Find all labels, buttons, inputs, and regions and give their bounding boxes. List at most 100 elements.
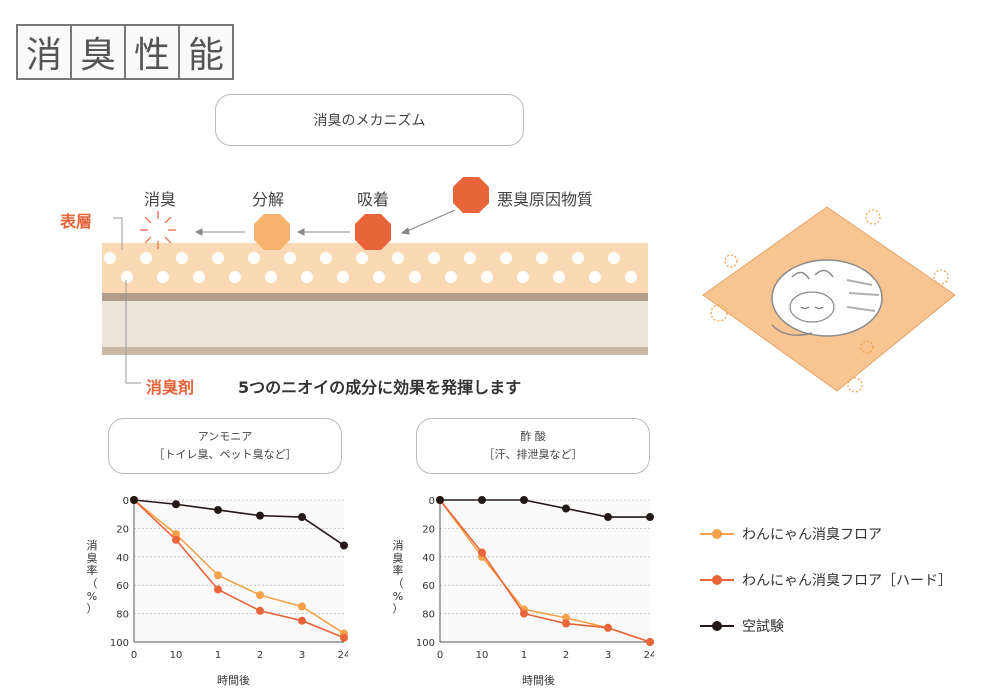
deodorant-particle: [589, 271, 601, 283]
deodorant-particle: [608, 252, 620, 264]
ammonia-title: アンモニア: [197, 430, 253, 444]
data-point: [298, 616, 306, 625]
adsorb-particle-icon: [355, 214, 391, 250]
x-tick-label: 1: [215, 650, 221, 661]
deodorant-particle: [553, 271, 565, 283]
data-point: [256, 591, 264, 600]
data-point: [646, 638, 654, 646]
legend-marker-black-icon: [700, 621, 734, 631]
mechanism-label: 消臭のメカニズム: [313, 113, 426, 129]
data-point: [478, 548, 486, 557]
mechanism-description: 5つのニオイの成分に効果を発揮します: [238, 378, 522, 397]
deodorant-particle: [625, 271, 637, 283]
deodorant-particle: [445, 271, 457, 283]
data-point: [520, 496, 528, 504]
deodorant-particle: [517, 271, 529, 283]
legend-item-blank: 空試験: [700, 616, 784, 636]
deodorant-particle: [572, 252, 584, 264]
data-point: [214, 585, 222, 594]
x-tick-label: 10: [476, 650, 489, 661]
y-axis-title-2: 消臭率（%）: [392, 539, 404, 616]
data-point: [436, 496, 444, 504]
y-tick-label: 40: [116, 553, 129, 564]
deodorant-particle: [140, 252, 152, 264]
deodorant-particle: [265, 271, 277, 283]
deodorant-particle: [157, 271, 169, 283]
data-point: [172, 530, 180, 539]
data-point: [646, 513, 654, 522]
legend-item-hard: わんにゃん消臭フロア［ハード］: [700, 570, 952, 590]
plot-area: [134, 500, 344, 642]
sparkle-icons: [710, 209, 949, 393]
deodorant-particle: [356, 252, 368, 264]
x-tick-label: 10: [170, 650, 183, 661]
title-char: 能: [178, 24, 234, 80]
deodorant-particle: [392, 252, 404, 264]
deodorant-particle: [229, 271, 241, 283]
deodorant-particle: [536, 252, 548, 264]
plot-area: [440, 500, 650, 642]
malodor-particle-icon: [453, 177, 489, 213]
pointer-lines: [113, 217, 141, 384]
data-point: [562, 504, 570, 513]
y-tick-label: 60: [422, 581, 435, 592]
deodorant-particle: [337, 271, 349, 283]
data-point: [256, 511, 264, 520]
x-axis-title-1: 時間後: [217, 674, 250, 687]
stage-deodorize-label: 消臭: [144, 190, 177, 209]
x-tick-label: 2: [257, 650, 263, 661]
mechanism-label-box: 消臭のメカニズム: [215, 94, 524, 146]
surface-layer-label: 表層: [60, 212, 93, 231]
data-point: [604, 623, 612, 632]
y-tick-label: 80: [116, 610, 129, 621]
data-point: [604, 513, 612, 522]
data-point: [298, 602, 306, 611]
decompose-particle-icon: [254, 214, 290, 250]
series-line: [133, 499, 345, 635]
y-tick-label: 100: [110, 638, 129, 649]
mechanism-diagram: [102, 177, 648, 384]
y-tick-label: 0: [123, 496, 129, 507]
legend-marker-orange-light-icon: [700, 529, 734, 539]
legend-label: 空試験: [742, 619, 784, 635]
page-title: 消 臭 性 能: [16, 24, 234, 80]
divider-band-top: [102, 293, 648, 301]
acetic-subtitle: ［汗、排泄臭など］: [483, 448, 583, 461]
data-point: [520, 609, 528, 618]
x-tick-label: 24: [338, 650, 348, 661]
y-tick-label: 80: [422, 610, 435, 621]
stage-adsorb-label: 吸着: [357, 190, 390, 209]
deodorant-particle: [428, 252, 440, 264]
ammonia-subtitle: ［トイレ臭、ペット臭など］: [153, 448, 297, 461]
y-tick-label: 20: [422, 524, 435, 535]
y-tick-label: 40: [422, 553, 435, 564]
series-line: [440, 499, 650, 518]
acetic-header: 酢 酸 ［汗、排泄臭など］: [416, 418, 650, 474]
base-layer: [102, 301, 648, 347]
cat-on-mat-illustration: [702, 206, 956, 393]
deodorant-particle: [212, 252, 224, 264]
deodorant-particle: [284, 252, 296, 264]
stage-decompose-label: 分解: [252, 190, 285, 209]
data-point: [562, 613, 570, 622]
data-point: [214, 505, 222, 514]
data-point: [340, 633, 348, 642]
data-point: [172, 500, 180, 509]
x-tick-label: 2: [563, 650, 569, 661]
x-axis-title-2: 時間後: [522, 674, 555, 687]
deodorant-agent-label: 消臭剤: [146, 378, 195, 397]
x-tick-label: 0: [437, 650, 443, 661]
deodorant-particle: [464, 252, 476, 264]
series-line: [439, 499, 651, 643]
deodorant-particle: [104, 252, 116, 264]
y-tick-label: 100: [416, 638, 435, 649]
deodorant-particle: [500, 252, 512, 264]
deodorant-particle: [320, 252, 332, 264]
legend-item-standard: わんにゃん消臭フロア: [700, 524, 882, 544]
x-tick-label: 1: [521, 650, 527, 661]
deodorant-particle: [193, 271, 205, 283]
data-point: [130, 496, 138, 504]
legend-label: わんにゃん消臭フロア［ハード］: [742, 573, 952, 589]
deodorant-particle: [373, 271, 385, 283]
